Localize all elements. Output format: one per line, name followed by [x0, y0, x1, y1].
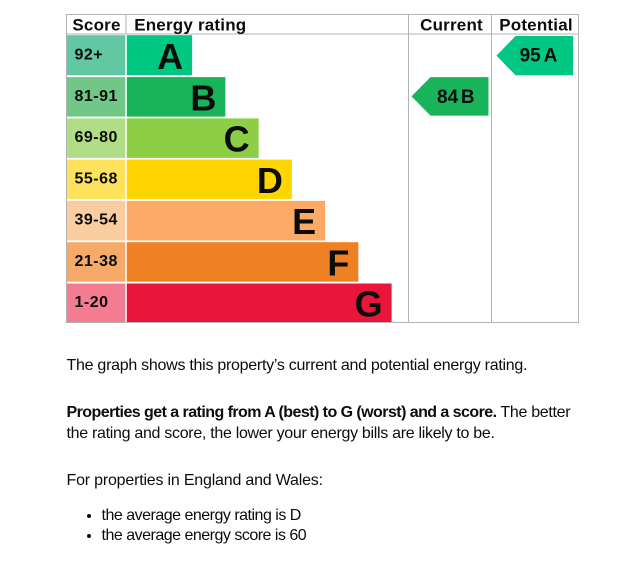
svg-text:95: 95	[520, 46, 542, 67]
svg-text:1-20: 1-20	[75, 294, 109, 311]
svg-text:B: B	[190, 77, 216, 118]
svg-text:84: 84	[437, 87, 459, 108]
svg-text:Score: Score	[72, 16, 120, 35]
svg-text:92+: 92+	[75, 47, 104, 64]
svg-text:A: A	[157, 36, 183, 77]
svg-text:A: A	[544, 46, 558, 67]
svg-text:Energy rating: Energy rating	[134, 16, 246, 35]
svg-text:69-80: 69-80	[75, 129, 118, 146]
svg-text:F: F	[327, 242, 349, 283]
svg-text:G: G	[355, 284, 383, 325]
svg-text:21-38: 21-38	[75, 253, 118, 270]
svg-text:55-68: 55-68	[75, 170, 118, 187]
svg-text:C: C	[224, 119, 250, 160]
svg-text:Potential: Potential	[499, 16, 573, 35]
svg-text:Current: Current	[420, 16, 483, 35]
svg-text:D: D	[257, 160, 283, 201]
svg-text:39-54: 39-54	[75, 212, 118, 229]
svg-text:81-91: 81-91	[75, 88, 118, 105]
svg-text:B: B	[461, 87, 475, 108]
svg-text:E: E	[292, 201, 316, 242]
